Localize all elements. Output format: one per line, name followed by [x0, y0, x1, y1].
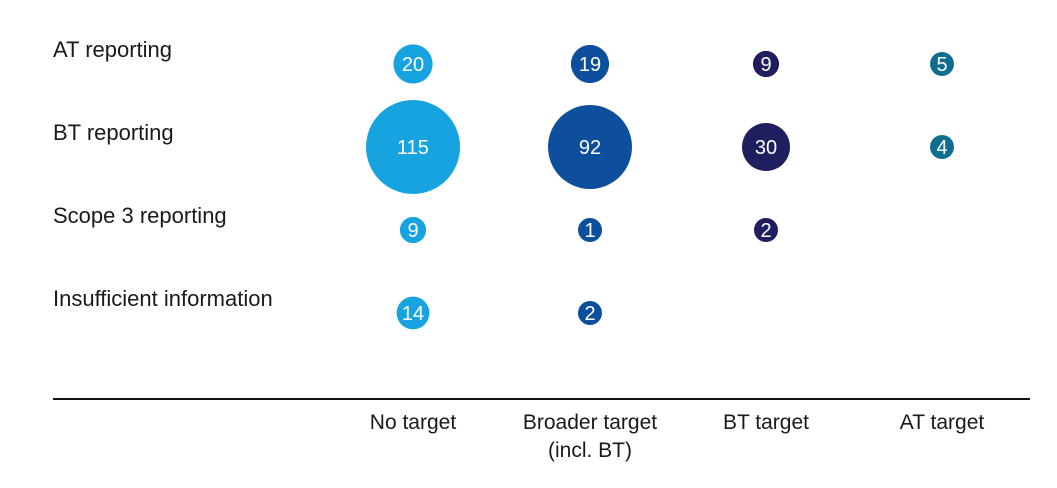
bubble-at-reporting-col2: 19 — [570, 44, 610, 84]
bubble-circle — [930, 52, 954, 76]
column-label-1: No target — [370, 411, 457, 434]
bubble-circle — [578, 218, 602, 242]
column-label-2-line-1: Broader target — [523, 411, 657, 434]
bubble-value-label: 9 — [407, 220, 418, 242]
bubble-at-reporting-col4: 5 — [930, 52, 954, 76]
row-label-insufficient-information: Insufficient information — [53, 286, 273, 311]
row-label-bt-reporting: BT reporting — [53, 120, 174, 145]
bubble-circle — [570, 44, 610, 84]
row-labels: AT reporting BT reporting Scope 3 reportin… — [53, 37, 273, 311]
bubble-value-label: 30 — [755, 137, 777, 159]
row-label-scope-3-reporting: Scope 3 reporting — [53, 203, 227, 228]
bubble-scope-3-reporting-col3: 2 — [754, 218, 778, 242]
bubble-bt-reporting-col2: 92 — [548, 105, 632, 189]
bubble-circle — [548, 105, 632, 189]
column-label-3: BT target — [723, 411, 809, 434]
bubble-circle — [742, 123, 790, 171]
bubble-insufficient-information-col2: 2 — [578, 301, 602, 325]
bubble-circle — [578, 301, 602, 325]
bubble-value-label: 115 — [397, 137, 429, 159]
bubble-circle — [366, 100, 460, 194]
bubble-bt-reporting-col4: 4 — [930, 135, 954, 159]
bubble-value-label: 2 — [760, 220, 771, 242]
bubble-value-label: 1 — [584, 220, 595, 242]
row-label-at-reporting: AT reporting — [53, 37, 172, 62]
column-labels: No target Broader target (incl. BT) BT targ… — [370, 411, 985, 462]
bubble-circle — [752, 50, 780, 78]
column-label-4: AT target — [900, 411, 985, 434]
bubble-circle — [930, 135, 954, 159]
bubble-circle — [396, 296, 430, 330]
bubble-circle — [393, 44, 433, 84]
bubble-scope-3-reporting-col1: 9 — [399, 216, 427, 244]
bubbles: 20 19 9 5 115 92 30 4 9 1 2 14 2 — [366, 44, 954, 330]
bubble-value-label: 5 — [936, 54, 947, 76]
bubble-bt-reporting-col3: 30 — [742, 123, 790, 171]
bubble-at-reporting-col1: 20 — [393, 44, 433, 84]
bubble-bt-reporting-col1: 115 — [366, 100, 460, 194]
bubble-at-reporting-col3: 9 — [752, 50, 780, 78]
bubble-value-label: 19 — [579, 54, 601, 76]
bubble-insufficient-information-col1: 14 — [396, 296, 430, 330]
bubble-scope-3-reporting-col2: 1 — [578, 218, 602, 242]
bubble-circle — [754, 218, 778, 242]
bubble-value-label: 4 — [936, 137, 947, 159]
bubble-circle — [399, 216, 427, 244]
bubble-value-label: 9 — [760, 54, 771, 76]
bubble-value-label: 14 — [402, 303, 424, 325]
bubble-value-label: 2 — [584, 303, 595, 325]
column-label-2-line-2: (incl. BT) — [548, 439, 632, 462]
bubble-value-label: 92 — [579, 137, 601, 159]
bubble-value-label: 20 — [402, 54, 424, 76]
